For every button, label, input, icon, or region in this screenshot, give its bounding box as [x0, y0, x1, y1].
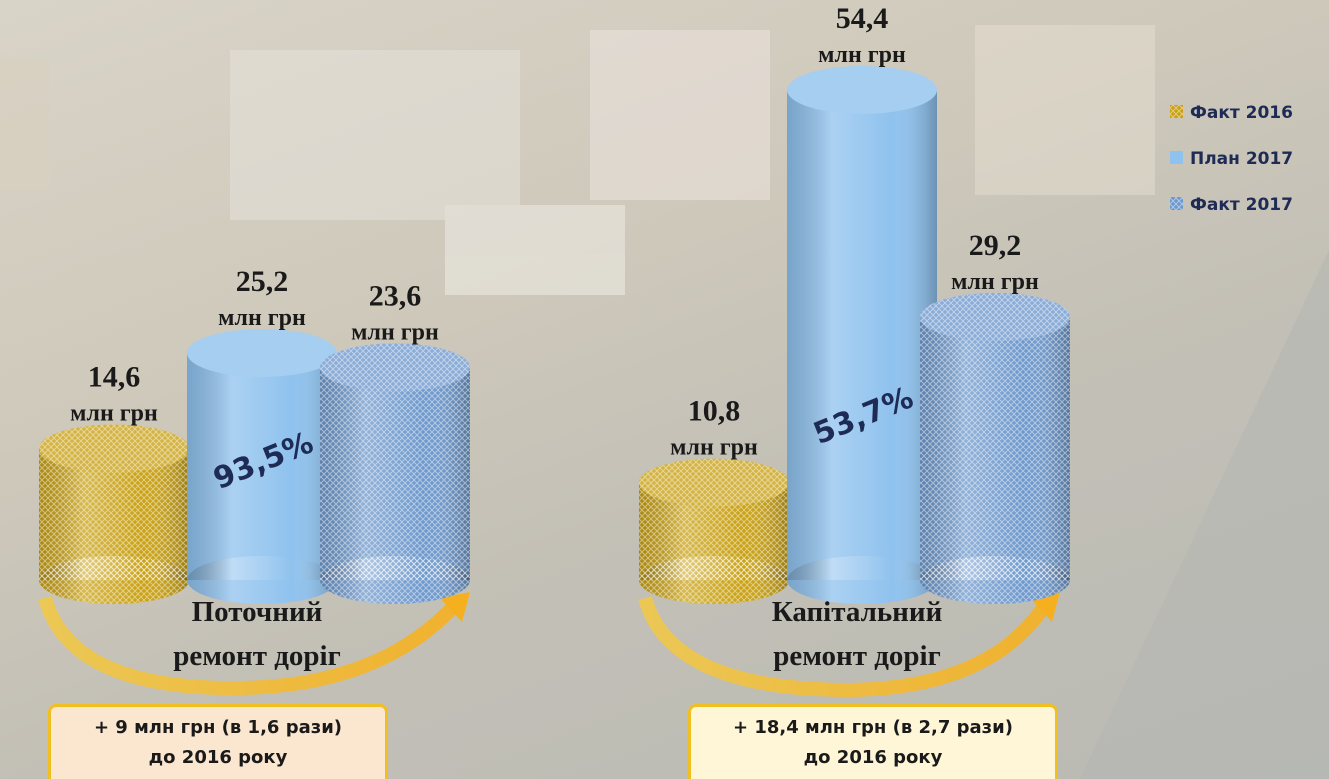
legend-label: План 2017	[1190, 149, 1293, 169]
note-box: + 18,4 млн грн (в 2,7 рази) до 2016 року	[688, 704, 1058, 779]
value-label: 54,4	[836, 2, 889, 35]
legend-label: Факт 2017	[1190, 195, 1293, 215]
bars	[39, 66, 1070, 604]
value-unit: млн грн	[670, 435, 758, 461]
cylinder-shade	[187, 353, 337, 580]
cylinder-shade	[787, 90, 937, 580]
value-label: 25,2	[236, 265, 289, 298]
cylinder-base-texture	[639, 556, 789, 604]
cylinder-base-texture	[39, 556, 189, 604]
value-label: 23,6	[369, 279, 422, 312]
cylinder-top-texture	[920, 292, 1070, 341]
value-unit: млн грн	[951, 269, 1039, 295]
value-unit: млн грн	[818, 42, 906, 68]
cylinder-top-texture	[320, 343, 470, 392]
cylinder-top-texture	[639, 458, 789, 507]
cylinder-texture	[920, 316, 1070, 580]
cylinder-top-light	[787, 66, 937, 114]
note-box: + 9 млн грн (в 1,6 рази) до 2016 року	[48, 704, 388, 779]
value-unit: млн грн	[218, 305, 306, 331]
cylinder	[320, 343, 470, 604]
cylinder	[920, 292, 1070, 604]
note-line: + 18,4 млн грн (в 2,7 рази)	[733, 717, 1013, 738]
value-unit: млн грн	[70, 400, 158, 426]
value-label: 10,8	[688, 395, 741, 428]
cylinder-texture	[320, 367, 470, 580]
cylinder	[187, 329, 337, 604]
cylinder	[639, 458, 789, 604]
legend: Факт 2016 План 2017 Факт 2017	[1170, 103, 1293, 215]
cylinder	[787, 66, 937, 604]
cylinder-top-texture	[39, 424, 189, 473]
legend-swatch-texture	[1170, 197, 1183, 210]
background-photo	[0, 25, 1329, 779]
cylinder-top	[787, 66, 937, 114]
category-label: Поточний ремонт доріг	[173, 596, 341, 672]
note-line: + 9 млн грн (в 1,6 рази)	[93, 717, 343, 738]
value-unit: млн грн	[351, 319, 439, 345]
cylinder-base-texture	[920, 556, 1070, 604]
category-label: Капітальний ремонт доріг	[771, 596, 943, 672]
cylinder	[39, 424, 189, 604]
note-line: до 2016 року	[148, 747, 288, 768]
note-line: до 2016 року	[803, 747, 943, 768]
legend-label: Факт 2016	[1190, 103, 1293, 123]
cylinder-base-texture	[320, 556, 470, 604]
cylinder-top-light	[187, 329, 337, 378]
value-label: 29,2	[969, 229, 1022, 262]
legend-swatch	[1170, 151, 1183, 164]
cylinder-top	[187, 329, 337, 378]
value-label: 14,6	[88, 360, 141, 393]
legend-swatch-texture	[1170, 105, 1183, 118]
